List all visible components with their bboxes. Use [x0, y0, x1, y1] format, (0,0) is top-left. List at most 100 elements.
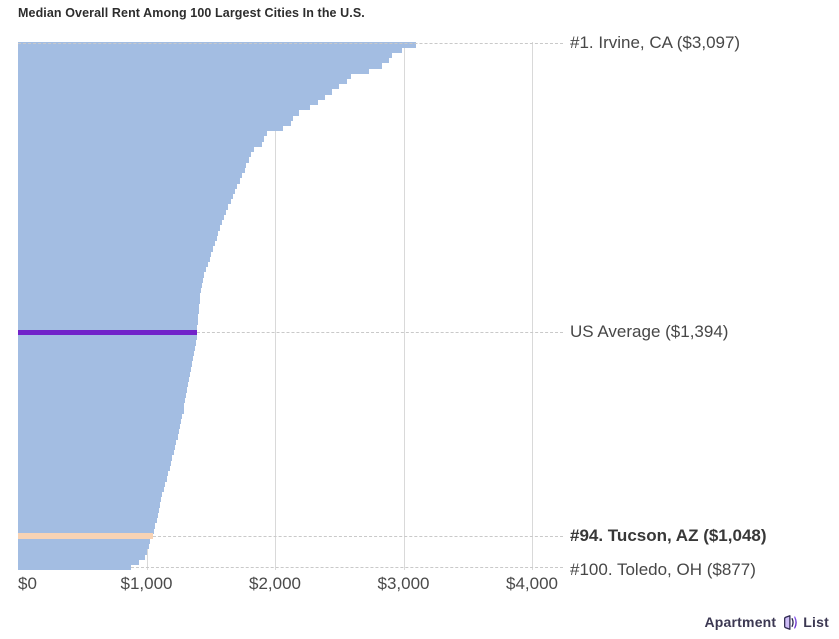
- bar-row: [18, 543, 149, 550]
- bar-row: [18, 491, 163, 498]
- bar-row: [18, 298, 200, 304]
- bar-row: [18, 465, 170, 472]
- logo-text-apartment: Apartment: [704, 614, 777, 630]
- bar-row: [18, 449, 174, 456]
- bar-row: [18, 272, 205, 278]
- bar-row: [18, 52, 392, 59]
- bar-row: [18, 78, 347, 85]
- bar-row: [18, 387, 188, 393]
- bar-row: [18, 334, 197, 341]
- bar-row: [18, 522, 156, 529]
- bar-row: [18, 392, 187, 398]
- bar-row: [18, 157, 249, 163]
- bar-row: [18, 209, 227, 215]
- bar-row: [18, 423, 181, 430]
- bar-row: [18, 460, 171, 466]
- bar-row: [18, 418, 182, 425]
- bar-row: [18, 162, 247, 168]
- bar-row: [18, 517, 157, 524]
- bar-row: [18, 549, 148, 555]
- x-tick-label: $1,000: [120, 574, 173, 593]
- bar-row: [18, 193, 233, 200]
- bar-row: [18, 188, 236, 194]
- bar-row: [18, 470, 169, 477]
- bar-row: [18, 230, 219, 236]
- bar-row: [18, 319, 198, 325]
- bar-row: [18, 444, 176, 451]
- x-tick-label: $2,000: [249, 574, 301, 593]
- average-bar: [18, 329, 198, 336]
- bar-row: [18, 475, 167, 482]
- bar-row: [18, 89, 332, 95]
- bar-row: [18, 109, 300, 116]
- bar-row: [18, 266, 206, 273]
- bar-row: [18, 496, 162, 503]
- bar-row: [18, 559, 139, 566]
- bar-row: [18, 99, 319, 106]
- annotation-connector-line: [18, 42, 563, 44]
- bar-row: [18, 57, 390, 64]
- bar-row: [18, 224, 221, 231]
- bar-row: [18, 167, 245, 174]
- bar-row: [18, 68, 370, 74]
- bar-row: [18, 339, 196, 346]
- bar-row: [18, 42, 416, 48]
- bar-row: [18, 198, 231, 205]
- apartmentlist-mark-icon: [780, 613, 799, 632]
- bar-row: [18, 219, 223, 226]
- bar-row: [18, 62, 382, 69]
- highlight-bar-tucson: [18, 533, 153, 540]
- bar-row: [18, 486, 164, 492]
- bar-row: [18, 371, 190, 377]
- bar-row: [18, 115, 293, 121]
- chart-title: Median Overall Rent Among 100 Largest Ci…: [18, 6, 365, 20]
- bar-row: [18, 287, 202, 294]
- bar-row: [18, 538, 151, 545]
- bar-row: [18, 141, 262, 147]
- bar-row: [18, 177, 240, 184]
- bar-row: [18, 172, 243, 179]
- bar-row: [18, 413, 183, 419]
- bar-row: [18, 256, 210, 262]
- annotation-rank-1: #1. Irvine, CA ($3,097): [570, 32, 741, 52]
- logo-text-list: List: [803, 614, 829, 630]
- bar-row: [18, 146, 254, 153]
- apartmentlist-logo[interactable]: Apartment List: [704, 609, 829, 635]
- bar-row: [18, 261, 209, 268]
- bar-row: [18, 481, 166, 487]
- bar-row: [18, 512, 158, 519]
- bar-row: [18, 402, 185, 409]
- bar-row: [18, 240, 215, 247]
- bar-row: [18, 360, 192, 367]
- bar-row: [18, 324, 198, 330]
- bar-row: [18, 303, 200, 309]
- bar-row: [18, 104, 310, 111]
- plot-area: [18, 42, 533, 571]
- bar-row: [18, 204, 229, 210]
- x-tick-label: $3,000: [377, 574, 430, 593]
- bar-row: [18, 554, 145, 560]
- bar-row: [18, 350, 194, 357]
- x-tick-label: $0: [18, 574, 37, 593]
- bar-row: [18, 434, 178, 440]
- bar-row: [18, 454, 173, 461]
- x-tick-label: $4,000: [506, 574, 558, 593]
- bar-row: [18, 282, 202, 289]
- bar-row: [18, 235, 217, 242]
- bar-row: [18, 428, 179, 435]
- bar-row: [18, 214, 225, 221]
- bar-row: [18, 277, 204, 283]
- annotation-tucson: #94. Tucson, AZ ($1,048): [570, 526, 767, 546]
- bar-row: [18, 151, 252, 158]
- bar-row: [18, 251, 212, 257]
- bar-row: [18, 73, 352, 79]
- bar-row: [18, 507, 159, 513]
- bar-row: [18, 292, 201, 299]
- bar-row: [18, 183, 238, 189]
- bar-row: [18, 439, 177, 445]
- bar-row: [18, 376, 189, 383]
- bar-row: [18, 125, 284, 132]
- bar-row: [18, 136, 265, 142]
- bar-row: [18, 502, 160, 508]
